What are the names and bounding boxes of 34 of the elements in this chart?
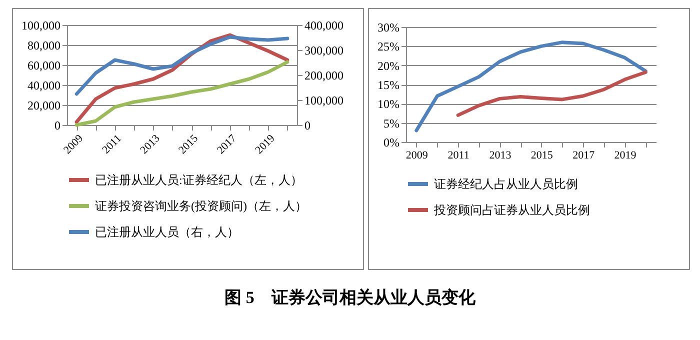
x-tick-label: 2015 <box>530 150 554 162</box>
y-tick-label: 15% <box>378 78 400 92</box>
y-tick-label: 0 <box>54 118 60 132</box>
y-tick-label: 5% <box>384 116 400 130</box>
line-series <box>414 40 648 132</box>
y2-tick-label: 200,000 <box>304 68 344 82</box>
line-series <box>74 35 290 96</box>
legend-label: 已注册从业人员（右，人） <box>95 225 239 239</box>
y2-tick-label: 0 <box>304 118 310 132</box>
y-tick-label: 20% <box>378 58 400 73</box>
legend-label: 证券经纪人占从业人员比例 <box>434 177 578 191</box>
y-tick-label: 25% <box>378 40 400 54</box>
x-tick-label: 2017 <box>572 150 596 162</box>
y-tick-label: 10% <box>378 97 400 112</box>
x-tick-label: 2009 <box>406 150 428 162</box>
y-tick-label: 20,000 <box>28 98 60 112</box>
x-tick-label: 2011 <box>448 150 470 162</box>
line-series <box>74 60 290 127</box>
legend-label: 投资顾问占证券从业人员比例 <box>433 203 590 217</box>
y2-tick-label: 100,000 <box>304 94 344 108</box>
y-tick-label: 40,000 <box>28 78 60 92</box>
text: 图 5 证券公司相关从业人员变化 <box>224 287 476 309</box>
y-tick-label: 0% <box>384 136 400 150</box>
legend-label: 已注册从业人员:证券经纪人（左，人） <box>95 173 302 187</box>
legend-label: 证券投资咨询业务(投资顾问)（左，人） <box>95 199 307 213</box>
y-tick-label: 100,000 <box>22 18 60 32</box>
line-series <box>456 70 648 117</box>
x-tick-label: 2019 <box>614 150 637 162</box>
y2-tick-label: 300,000 <box>304 44 344 58</box>
y-tick-label: 80,000 <box>28 38 60 52</box>
y-tick-label: 60,000 <box>28 58 60 72</box>
y2-tick-label: 400,000 <box>304 18 344 32</box>
x-tick-label: 2013 <box>489 150 512 162</box>
y-tick-label: 30% <box>378 20 400 34</box>
